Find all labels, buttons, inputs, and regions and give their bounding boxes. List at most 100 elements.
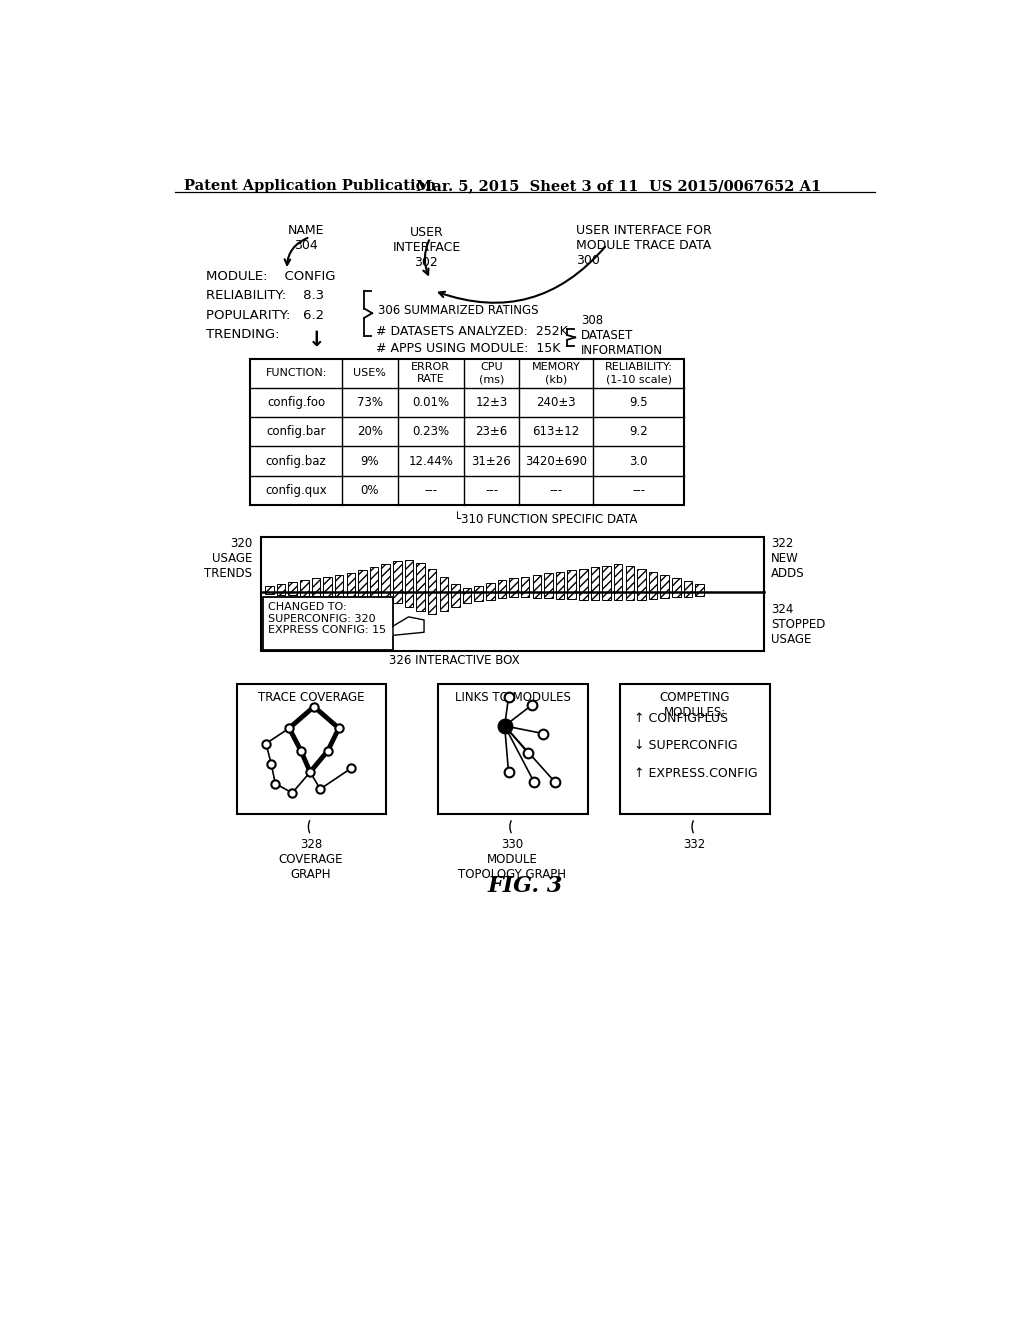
Bar [335, 591, 343, 597]
Bar [439, 577, 449, 591]
Text: COMPETING
MODULES:: COMPETING MODULES: [659, 692, 730, 719]
Text: TRENDING:: TRENDING: [206, 327, 279, 341]
Text: ↑ EXPRESS.CONFIG: ↑ EXPRESS.CONFIG [634, 767, 758, 780]
Text: 306 SUMMARIZED RATINGS: 306 SUMMARIZED RATINGS [378, 305, 538, 317]
Bar [532, 576, 541, 591]
Bar [579, 591, 588, 599]
Bar [358, 570, 367, 591]
Bar [393, 561, 401, 591]
Text: config.foo: config.foo [267, 396, 326, 409]
Bar [556, 591, 564, 599]
Bar [660, 591, 669, 598]
Bar [276, 585, 286, 591]
Text: FUNCTION:: FUNCTION: [265, 368, 327, 379]
Text: 328
COVERAGE
GRAPH: 328 COVERAGE GRAPH [279, 838, 343, 880]
Bar [509, 578, 518, 591]
Bar [521, 591, 529, 598]
Text: 9.5: 9.5 [630, 396, 648, 409]
Bar [358, 591, 367, 598]
Bar [381, 564, 390, 591]
Text: 9.2: 9.2 [630, 425, 648, 438]
Bar [474, 591, 483, 601]
Bar [439, 591, 449, 611]
Bar [276, 591, 286, 595]
Text: 240±3: 240±3 [537, 396, 575, 409]
Text: 3420±690: 3420±690 [525, 454, 587, 467]
Bar [311, 578, 321, 591]
Bar [251, 359, 684, 506]
Text: 23±6: 23±6 [475, 425, 508, 438]
Bar [324, 591, 332, 597]
Text: USER INTERFACE FOR
MODULE TRACE DATA
300: USER INTERFACE FOR MODULE TRACE DATA 300 [575, 224, 712, 267]
Bar [637, 569, 646, 591]
Text: 308
DATASET
INFORMATION: 308 DATASET INFORMATION [582, 314, 664, 356]
Bar [438, 684, 588, 814]
Bar [404, 591, 414, 607]
Text: ---: --- [550, 483, 563, 496]
Bar [621, 684, 770, 814]
Bar [428, 569, 436, 591]
Text: 613±12: 613±12 [532, 425, 580, 438]
Text: 12±3: 12±3 [475, 396, 508, 409]
Bar [404, 560, 414, 591]
Text: 12.44%: 12.44% [409, 454, 453, 467]
Text: ↓ SUPERCONFIG: ↓ SUPERCONFIG [634, 739, 737, 752]
Bar [463, 589, 471, 591]
Text: ERROR
RATE: ERROR RATE [412, 363, 451, 384]
Text: TRACE COVERAGE: TRACE COVERAGE [258, 692, 365, 705]
Text: CHANGED TO:
SUPERCONFIG: 320
EXPRESS CONFIG: 15: CHANGED TO: SUPERCONFIG: 320 EXPRESS CON… [267, 602, 386, 635]
Text: RELIABILITY:    8.3: RELIABILITY: 8.3 [206, 289, 324, 302]
Text: Patent Application Publication: Patent Application Publication [183, 180, 436, 193]
Text: POPULARITY:   6.2: POPULARITY: 6.2 [206, 309, 324, 322]
Text: US 2015/0067652 A1: US 2015/0067652 A1 [649, 180, 821, 193]
Text: 0.01%: 0.01% [412, 396, 450, 409]
Bar [591, 568, 599, 591]
Bar [602, 566, 611, 591]
Bar [486, 582, 495, 591]
Text: ---: --- [485, 483, 498, 496]
Bar [567, 570, 575, 591]
Text: RELIABILITY:
(1-10 scale): RELIABILITY: (1-10 scale) [605, 363, 673, 384]
Bar [498, 579, 506, 591]
Text: ↑ CONFIGPLUS: ↑ CONFIGPLUS [634, 711, 728, 725]
Text: LINKS TO MODULES: LINKS TO MODULES [455, 692, 570, 705]
Bar [672, 578, 681, 591]
Text: 20%: 20% [356, 425, 383, 438]
Bar [556, 572, 564, 591]
Bar [428, 591, 436, 614]
Bar [660, 576, 669, 591]
Text: CPU
(ms): CPU (ms) [479, 363, 504, 384]
Bar [346, 573, 355, 591]
Text: ↓: ↓ [308, 330, 326, 350]
Bar [463, 591, 471, 603]
Bar [237, 684, 386, 814]
Text: └310 FUNCTION SPECIFIC DATA: └310 FUNCTION SPECIFIC DATA [454, 512, 637, 525]
Text: MEMORY
(kb): MEMORY (kb) [531, 363, 581, 384]
Bar [300, 581, 308, 591]
Bar [695, 585, 703, 591]
Text: USER
INTERFACE
302: USER INTERFACE 302 [392, 226, 461, 269]
Bar [684, 581, 692, 591]
Text: 0%: 0% [360, 483, 379, 496]
Bar [261, 537, 764, 651]
Text: 0.23%: 0.23% [412, 425, 450, 438]
Text: 326 INTERACTIVE BOX: 326 INTERACTIVE BOX [389, 653, 520, 667]
Bar [289, 591, 297, 595]
Bar [649, 572, 657, 591]
Polygon shape [393, 616, 424, 635]
Text: config.qux: config.qux [265, 483, 327, 496]
Bar [532, 591, 541, 598]
Text: 324
STOPPED
USAGE: 324 STOPPED USAGE [771, 603, 825, 647]
Bar [637, 591, 646, 599]
Bar [509, 591, 518, 598]
Text: 3.0: 3.0 [630, 454, 648, 467]
Text: # DATASETS ANALYZED:  252K: # DATASETS ANALYZED: 252K [376, 326, 567, 338]
Bar [486, 591, 495, 599]
Text: MODULE:    CONFIG: MODULE: CONFIG [206, 271, 335, 282]
Bar [263, 597, 393, 649]
Bar [265, 586, 273, 591]
Bar [544, 591, 553, 598]
Bar [626, 566, 634, 591]
Bar [393, 591, 401, 603]
Text: 31±26: 31±26 [472, 454, 511, 467]
